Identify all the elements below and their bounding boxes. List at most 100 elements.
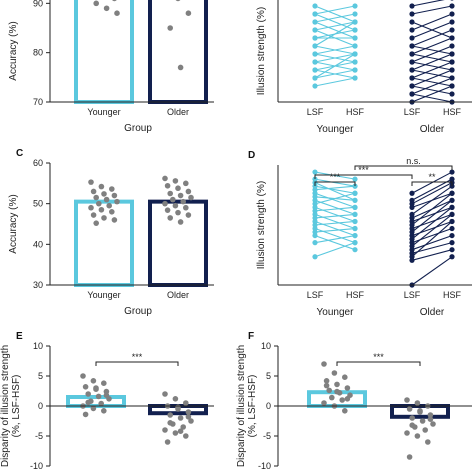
- data-point-older: [449, 183, 455, 189]
- series-line-younger: [314, 213, 356, 230]
- data-point: [404, 397, 410, 403]
- bar-younger: [74, 0, 134, 105]
- data-point-younger: [352, 3, 358, 9]
- data-point: [185, 409, 192, 415]
- series-line-older: [411, 171, 453, 194]
- data-point-older: [449, 11, 455, 17]
- y-tick-label: 50: [33, 199, 43, 209]
- data-point-younger: [312, 35, 318, 41]
- data-point-younger: [312, 27, 318, 33]
- data-point-younger: [352, 183, 358, 189]
- series-line-older: [411, 77, 453, 87]
- series-line-younger: [314, 21, 356, 39]
- significance-label: ***: [132, 352, 143, 362]
- data-point: [177, 219, 184, 225]
- data-point-older: [409, 19, 415, 25]
- series-line-older: [411, 235, 453, 251]
- panel-a: 70 80 90 Younger Older Group Accuracy (%): [8, 0, 214, 134]
- y-tick-label: 60: [33, 158, 43, 168]
- bar-younger: [66, 395, 126, 408]
- data-point-older: [409, 204, 415, 210]
- x-tick-label: HSF: [443, 107, 462, 117]
- data-point-older: [449, 169, 455, 175]
- series-line-older: [411, 13, 453, 31]
- data-point: [185, 188, 192, 195]
- data-point-older: [409, 3, 415, 9]
- data-point: [162, 427, 168, 433]
- data-point: [88, 179, 94, 185]
- data-point: [414, 400, 421, 406]
- series-line-younger: [314, 220, 356, 237]
- panel-c: 30 40 50 60 Younger Older Group Accuracy (%) C: [8, 148, 214, 317]
- data-point: [112, 0, 117, 2]
- data-point-older: [449, 67, 455, 73]
- data-point: [167, 420, 173, 426]
- data-point: [93, 194, 99, 201]
- data-point-older: [449, 27, 455, 33]
- data-point-younger: [352, 43, 358, 49]
- y-tick-label: -5: [35, 431, 43, 441]
- data-point: [95, 393, 102, 400]
- data-point: [334, 381, 340, 388]
- data-point: [98, 183, 105, 190]
- data-point: [342, 374, 348, 381]
- x-tick-label: Younger: [87, 107, 120, 117]
- series-line-younger: [314, 171, 356, 180]
- data-point-older: [449, 204, 455, 210]
- data-point: [185, 212, 192, 218]
- data-point: [167, 190, 173, 197]
- data-point: [162, 175, 168, 182]
- y-axis-label-line: Accuracy (%): [8, 194, 19, 253]
- y-axis-label: Accuracy (%): [8, 194, 19, 253]
- x-axis-label: Group: [124, 306, 152, 317]
- data-point-older: [449, 211, 455, 218]
- y-tick-label: 5: [38, 371, 43, 381]
- data-point-younger: [352, 204, 358, 210]
- data-point: [183, 400, 189, 406]
- data-point: [103, 196, 110, 203]
- data-point-younger: [352, 218, 358, 225]
- data-point-older: [409, 11, 415, 17]
- data-point-older: [409, 83, 415, 89]
- data-point: [96, 200, 102, 207]
- data-point: [162, 391, 168, 397]
- significance-label: ***: [373, 352, 384, 362]
- series-line-older: [411, 178, 453, 201]
- data-point: [188, 194, 194, 201]
- data-point-younger: [352, 176, 358, 182]
- data-point: [170, 196, 176, 203]
- data-point-younger: [352, 247, 358, 253]
- series-line-older: [411, 69, 453, 87]
- data-point-younger: [352, 232, 358, 239]
- data-point-older: [409, 67, 415, 73]
- data-point: [162, 200, 168, 207]
- series-line-younger: [314, 5, 356, 15]
- significance-bracket: [336, 361, 421, 366]
- y-tick-label: -5: [263, 431, 271, 441]
- data-point: [98, 206, 105, 213]
- panel-letter: D: [248, 150, 255, 161]
- series-line-younger: [314, 206, 356, 212]
- data-point: [414, 433, 421, 439]
- data-point-older: [449, 43, 455, 49]
- data-point-older: [449, 218, 455, 225]
- data-point: [103, 392, 110, 399]
- data-point-younger: [352, 67, 358, 73]
- y-tick-label: 90: [33, 0, 43, 8]
- data-point: [164, 182, 171, 189]
- series-line-older: [411, 53, 453, 63]
- y-axis-label: Disparity of illusion strength(%, LSF-HS…: [0, 345, 22, 467]
- data-point: [185, 414, 192, 420]
- data-point: [177, 192, 184, 199]
- data-point: [111, 192, 118, 199]
- data-point-younger: [352, 59, 358, 65]
- y-tick-label: 80: [33, 48, 43, 58]
- data-point: [82, 411, 89, 418]
- data-point-younger: [312, 75, 318, 81]
- y-tick-label: -10: [258, 461, 271, 471]
- series-line-older: [411, 69, 453, 79]
- series-line-older: [411, 256, 453, 286]
- y-axis-label-line: Illusion strength (%): [256, 7, 267, 95]
- data-point: [101, 215, 107, 221]
- data-point: [183, 180, 189, 187]
